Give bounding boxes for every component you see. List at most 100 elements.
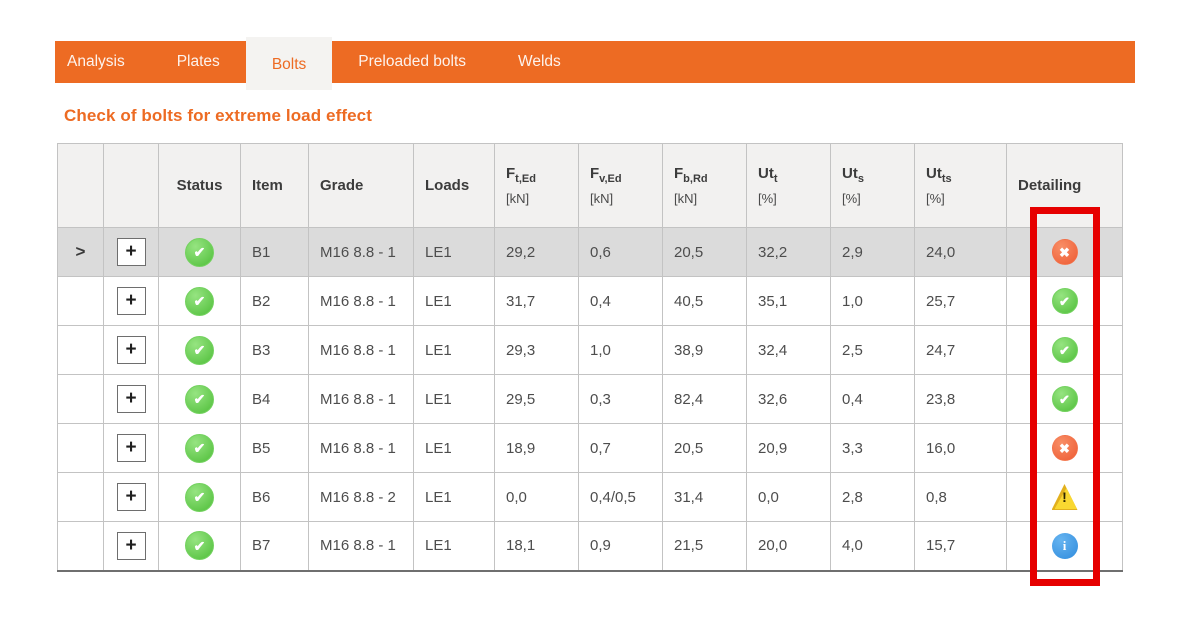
tab-preloaded-bolts[interactable]: Preloaded bolts (358, 53, 466, 70)
fb-rd-cell: 20,5 (662, 423, 747, 473)
check-circle-icon: ✔ (1051, 337, 1078, 363)
col-header-expander (57, 143, 104, 228)
grade-cell: M16 8.8 - 1 (308, 521, 414, 571)
col-header-ft-ed: Ft,Ed [kN] (494, 143, 579, 228)
col-header-loads: Loads (413, 143, 495, 228)
table-row[interactable]: + ✔ B2 M16 8.8 - 1 LE1 31,7 0,4 40,5 35,… (57, 276, 1123, 326)
expand-plus-button[interactable]: + (116, 287, 146, 315)
ft-ed-cell: 18,9 (494, 423, 579, 473)
grade-cell: M16 8.8 - 1 (308, 227, 414, 277)
check-circle-icon: ✔ (185, 384, 214, 414)
fb-rd-cell: 40,5 (662, 276, 747, 326)
loads-cell: LE1 (413, 374, 495, 424)
ut-s-cell: 2,8 (830, 472, 915, 522)
bolt-check-table: Status Item Grade Loads Ft,Ed [kN] Fv,Ed… (57, 143, 1123, 572)
item-cell: B2 (240, 276, 309, 326)
tab-bolts[interactable]: Bolts (245, 37, 333, 90)
table-row[interactable]: + ✔ B7 M16 8.8 - 1 LE1 18,1 0,9 21,5 20,… (57, 521, 1123, 571)
page-title: Check of bolts for extreme load effect (64, 106, 372, 125)
item-cell: B7 (240, 521, 309, 571)
fb-rd-cell: 31,4 (662, 472, 747, 522)
item-cell: B6 (240, 472, 309, 522)
col-header-detailing: Detailing (1006, 143, 1123, 228)
ut-ts-cell: 24,7 (914, 325, 1007, 375)
loads-cell: LE1 (413, 472, 495, 522)
tab-analysis[interactable]: Analysis (67, 53, 125, 70)
tab-welds[interactable]: Welds (518, 53, 561, 70)
ft-ed-cell: 29,2 (494, 227, 579, 277)
ft-ed-cell: 18,1 (494, 521, 579, 571)
col-header-fv-ed: Fv,Ed [kN] (578, 143, 663, 228)
ut-ts-cell: 24,0 (914, 227, 1007, 277)
header-row: Status Item Grade Loads Ft,Ed [kN] Fv,Ed… (57, 143, 1123, 228)
ut-ts-cell: 25,7 (914, 276, 1007, 326)
ut-ts-cell: 0,8 (914, 472, 1007, 522)
ut-t-cell: 0,0 (746, 472, 831, 522)
table-row[interactable]: + ✔ B4 M16 8.8 - 1 LE1 29,5 0,3 82,4 32,… (57, 374, 1123, 424)
check-circle-icon: ✔ (185, 531, 214, 561)
expand-plus-button[interactable]: + (116, 483, 146, 511)
fb-rd-cell: 20,5 (662, 227, 747, 277)
fv-ed-cell: 0,9 (578, 521, 663, 571)
grade-cell: M16 8.8 - 1 (308, 374, 414, 424)
expand-plus-button[interactable]: + (116, 336, 146, 364)
grade-cell: M16 8.8 - 1 (308, 325, 414, 375)
col-header-grade: Grade (308, 143, 414, 228)
fv-ed-cell: 0,4/0,5 (578, 472, 663, 522)
grade-cell: M16 8.8 - 2 (308, 472, 414, 522)
expand-plus-button[interactable]: + (116, 531, 146, 560)
grade-cell: M16 8.8 - 1 (308, 423, 414, 473)
item-cell: B3 (240, 325, 309, 375)
expand-plus-button[interactable]: + (116, 238, 146, 266)
ut-s-cell: 2,9 (830, 227, 915, 277)
ft-ed-cell: 29,5 (494, 374, 579, 424)
loads-cell: LE1 (413, 325, 495, 375)
check-circle-icon: ✔ (185, 433, 214, 463)
cross-circle-icon: ✖ (1051, 239, 1078, 265)
ut-ts-cell: 16,0 (914, 423, 1007, 473)
fb-rd-cell: 21,5 (662, 521, 747, 571)
fv-ed-cell: 0,4 (578, 276, 663, 326)
tab-bar: Analysis Plates Bolts Preloaded bolts We… (55, 37, 1135, 90)
ut-t-cell: 20,9 (746, 423, 831, 473)
col-header-ut-t: Utt [%] (746, 143, 831, 228)
table-row[interactable]: > + ✔ B1 M16 8.8 - 1 LE1 29,2 0,6 20,5 3… (57, 227, 1123, 277)
ut-t-cell: 20,0 (746, 521, 831, 571)
check-circle-icon: ✔ (185, 237, 214, 267)
ft-ed-cell: 31,7 (494, 276, 579, 326)
col-header-status: Status (158, 143, 241, 228)
col-header-ut-ts: Utts [%] (914, 143, 1007, 228)
ut-t-cell: 35,1 (746, 276, 831, 326)
check-circle-icon: ✔ (1051, 386, 1078, 412)
table-row[interactable]: + ✔ B5 M16 8.8 - 1 LE1 18,9 0,7 20,5 20,… (57, 423, 1123, 473)
row-expander-icon[interactable]: > (75, 242, 86, 261)
table-row[interactable]: + ✔ B6 M16 8.8 - 2 LE1 0,0 0,4/0,5 31,4 … (57, 472, 1123, 522)
expand-plus-button[interactable]: + (116, 385, 146, 413)
fb-rd-cell: 82,4 (662, 374, 747, 424)
loads-cell: LE1 (413, 521, 495, 571)
fb-rd-cell: 38,9 (662, 325, 747, 375)
ft-ed-cell: 29,3 (494, 325, 579, 375)
col-header-fb-rd: Fb,Rd [kN] (662, 143, 747, 228)
grade-cell: M16 8.8 - 1 (308, 276, 414, 326)
fv-ed-cell: 0,6 (578, 227, 663, 277)
table-row[interactable]: + ✔ B3 M16 8.8 - 1 LE1 29,3 1,0 38,9 32,… (57, 325, 1123, 375)
ut-ts-cell: 23,8 (914, 374, 1007, 424)
loads-cell: LE1 (413, 227, 495, 277)
loads-cell: LE1 (413, 423, 495, 473)
ft-ed-cell: 0,0 (494, 472, 579, 522)
ut-ts-cell: 15,7 (914, 521, 1007, 571)
tab-plates[interactable]: Plates (176, 53, 220, 70)
expand-plus-button[interactable]: + (116, 434, 146, 462)
fv-ed-cell: 0,3 (578, 374, 663, 424)
fv-ed-cell: 1,0 (578, 325, 663, 375)
ut-s-cell: 2,5 (830, 325, 915, 375)
ut-s-cell: 1,0 (830, 276, 915, 326)
cross-circle-icon: ✖ (1051, 435, 1078, 461)
ut-s-cell: 0,4 (830, 374, 915, 424)
fv-ed-cell: 0,7 (578, 423, 663, 473)
col-header-expand-button (103, 143, 159, 228)
check-circle-icon: ✔ (185, 482, 214, 512)
check-circle-icon: ✔ (1051, 288, 1078, 314)
